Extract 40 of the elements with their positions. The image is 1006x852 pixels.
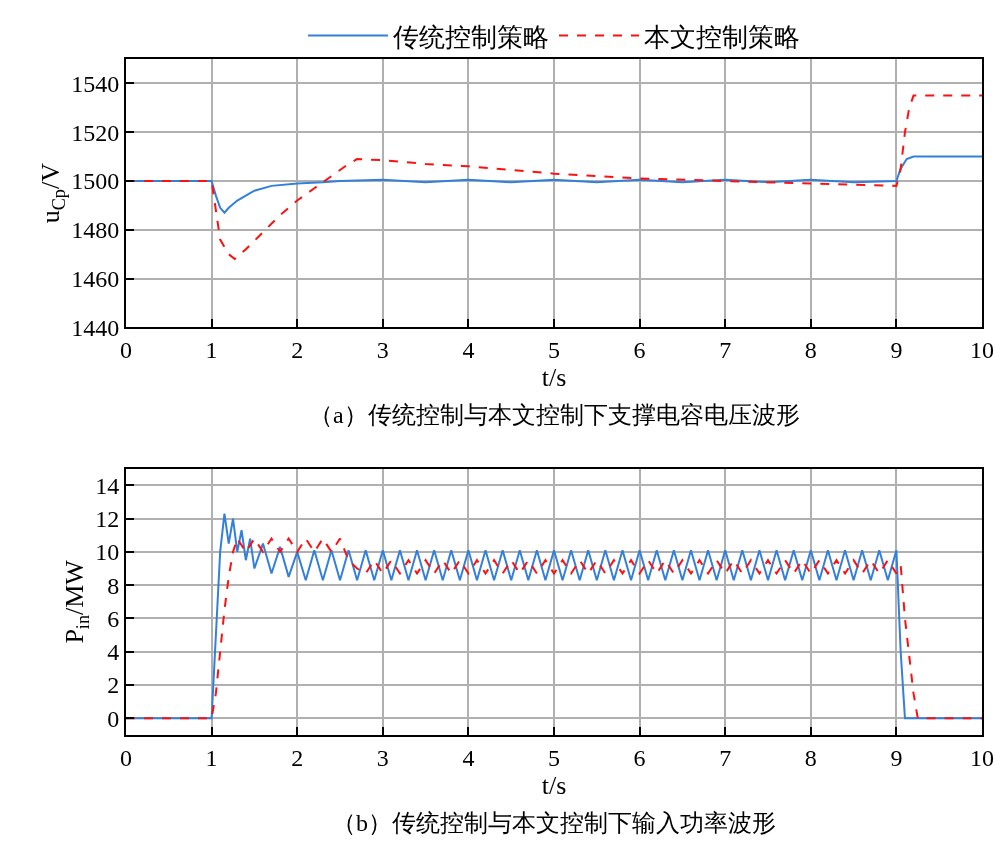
y-tick-label: 1480 — [71, 217, 120, 244]
x-tick-label: 1 — [205, 744, 218, 771]
text: （b）传统控制与本文控制下输入功率波形 — [332, 810, 776, 836]
y-tick-label: 10 — [95, 539, 120, 566]
x-tick-label: 10 — [970, 744, 994, 771]
x-tick-label: 7 — [719, 337, 732, 364]
x-tick-label: 7 — [719, 744, 732, 771]
x-tick-label: 10 — [970, 337, 994, 364]
x-tick-label: 5 — [548, 337, 560, 364]
x-tick-label: 9 — [890, 744, 903, 771]
x-tick-label: 6 — [633, 744, 646, 771]
x-tick-label: 6 — [633, 337, 646, 364]
x-axis-title: t/s — [541, 363, 567, 393]
y-tick-label: 14 — [95, 472, 120, 499]
x-tick-label: 3 — [376, 337, 389, 364]
x-tick-label: 2 — [291, 337, 304, 364]
y-tick-label: 8 — [107, 572, 120, 599]
x-tick-label: 8 — [804, 337, 817, 364]
x-tick-label: 3 — [376, 744, 389, 771]
y-tick-label: 1540 — [71, 70, 120, 97]
legend-label: 传统控制策略 — [393, 22, 549, 52]
x-tick-label: 4 — [462, 337, 475, 364]
y-tick-label: 12 — [95, 506, 120, 532]
x-tick-label: 4 — [462, 744, 475, 771]
x-tick-label: 8 — [804, 744, 817, 771]
x-tick-label: 5 — [548, 744, 560, 771]
y-tick-label: 1520 — [71, 119, 120, 146]
y-tick-label: 1440 — [71, 314, 120, 341]
legend-label: 本文控制策略 — [644, 22, 800, 52]
y-tick-label: 1500 — [71, 168, 120, 195]
y-tick-label: 1460 — [71, 265, 120, 292]
x-tick-label: 1 — [205, 337, 218, 364]
x-axis-title: t/s — [541, 770, 567, 800]
y-tick-label: 2 — [107, 672, 120, 699]
text: （a）传统控制与本文控制下支撑电容电压波形 — [309, 402, 800, 428]
y-tick-label: 6 — [107, 605, 120, 632]
x-tick-label: 9 — [890, 337, 903, 364]
x-tick-label: 2 — [291, 744, 304, 771]
y-tick-label: 0 — [107, 705, 120, 732]
y-tick-label: 4 — [107, 639, 120, 666]
